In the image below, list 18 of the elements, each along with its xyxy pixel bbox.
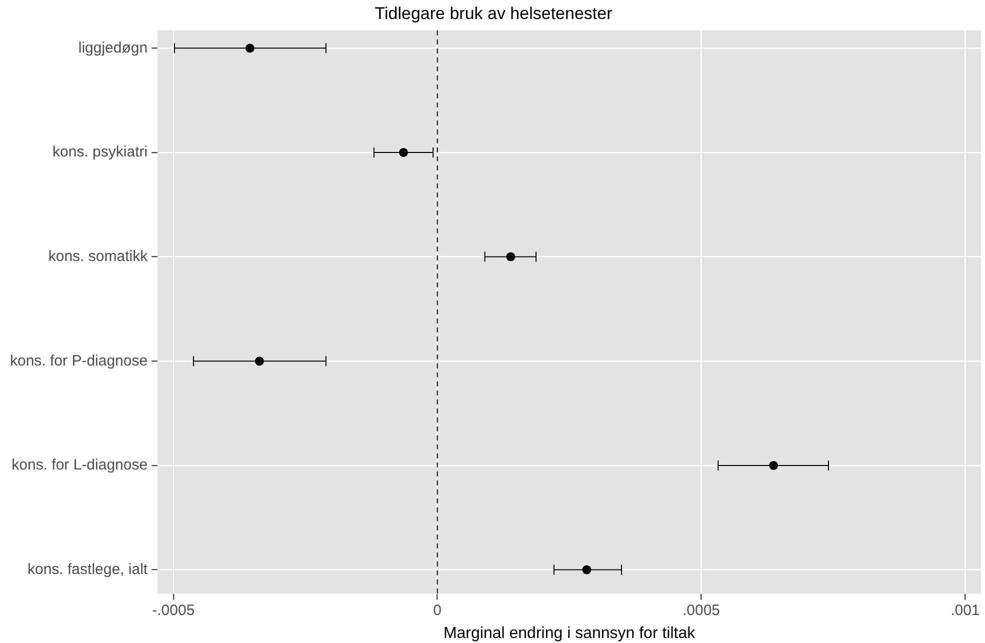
point	[506, 252, 516, 262]
y-tick-label: liggjedøgn	[78, 39, 148, 56]
y-tick-label: kons. for L-diagnose	[12, 456, 148, 474]
x-tick-label: -.0005	[152, 602, 195, 619]
y-tick-label: kons. somatikk	[48, 248, 148, 265]
point	[769, 460, 778, 470]
point	[582, 565, 592, 574]
x-tick-label: 0	[433, 602, 442, 619]
x-axis-title: Marginal endring i sannsyn for tiltak	[443, 624, 696, 642]
point	[245, 44, 254, 53]
x-tick-label: .001	[950, 602, 980, 619]
point	[254, 356, 264, 366]
y-tick-label: kons. fastlege, ialt	[28, 560, 148, 578]
chart-title: Tidlegare bruk av helsetenester	[374, 4, 613, 23]
point	[399, 148, 408, 157]
x-tick-label: .0005	[682, 602, 720, 619]
y-tick-label: kons. psykiatri	[52, 144, 148, 161]
y-tick-label: kons. for P-diagnose	[10, 352, 148, 370]
